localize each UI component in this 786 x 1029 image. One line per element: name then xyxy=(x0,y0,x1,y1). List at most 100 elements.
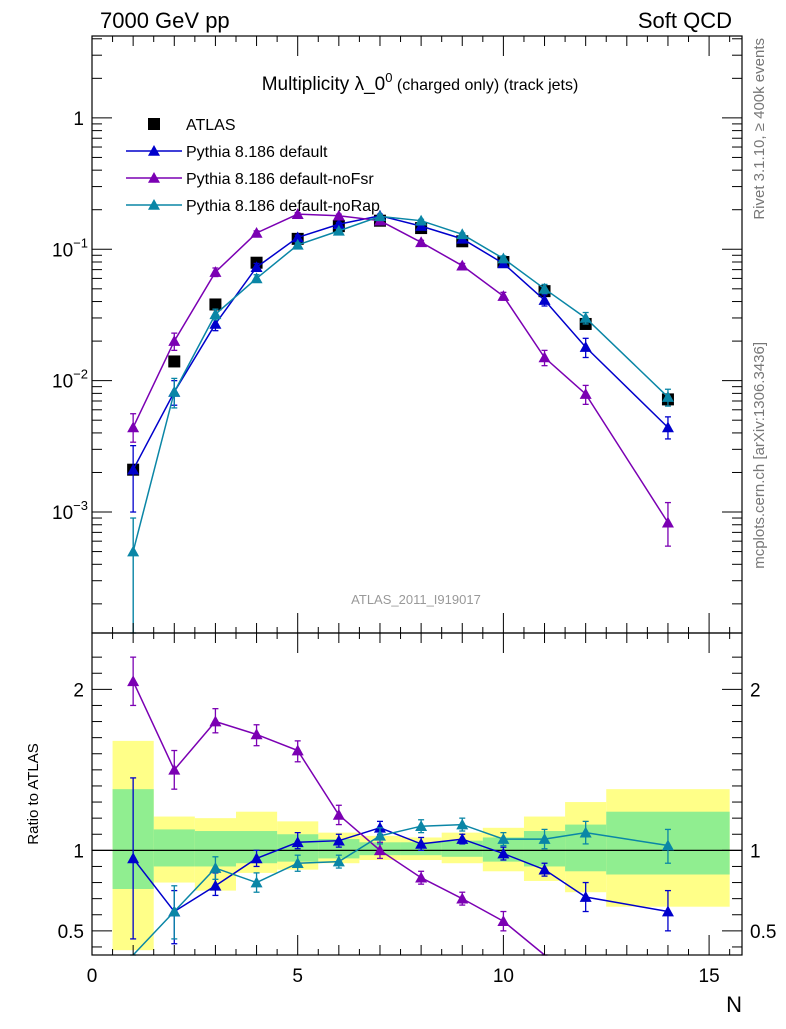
data-point-noFsr xyxy=(127,421,140,433)
ratio-point-noRap xyxy=(538,833,551,844)
x-tick-label: 10 xyxy=(493,966,514,987)
data-point-noRap xyxy=(209,308,222,320)
legend-marker-noRap xyxy=(148,199,160,210)
ratio-series-noFsr xyxy=(127,656,548,956)
data-point-noRap xyxy=(291,238,304,250)
main-y-tick-label: 1 xyxy=(73,109,84,130)
main-title-sup: 0 xyxy=(385,70,392,85)
data-point-default xyxy=(661,421,674,433)
ratio-point-default xyxy=(456,833,469,844)
ratio-point-noRap xyxy=(579,826,592,838)
ratio-point-default xyxy=(661,905,674,917)
data-point-noRap xyxy=(456,228,469,240)
data-point-noRap xyxy=(415,214,428,226)
ratio-inner-band xyxy=(441,840,483,857)
ratio-point-noRap xyxy=(415,820,428,831)
series-line-default xyxy=(132,214,669,471)
data-point-noFsr xyxy=(168,335,181,346)
ratio-point-default xyxy=(332,834,345,846)
ratio-y-tick-label-right: 1 xyxy=(750,841,761,862)
ratio-point-noFsr xyxy=(291,744,304,756)
ratio-y-tick-label: 2 xyxy=(73,680,84,701)
data-point-noFsr xyxy=(250,226,263,238)
ratio-point-default xyxy=(579,891,592,902)
data-point-noFsr xyxy=(497,290,510,301)
legend-item-noFsr: Pythia 8.186 default-noFsr xyxy=(126,171,374,188)
data-point-default xyxy=(579,341,592,352)
ratio-point-noRap xyxy=(168,905,181,917)
ratio-inner-band xyxy=(318,839,360,859)
data-point-atlas xyxy=(168,355,181,368)
legend-marker-data xyxy=(148,118,160,130)
ratio-y-tick-label-right: 2 xyxy=(750,680,761,701)
data-point-noFsr xyxy=(209,266,222,277)
data-point-default xyxy=(332,218,345,230)
ratio-point-noFsr xyxy=(497,915,510,926)
data-point-noFsr xyxy=(456,259,469,271)
x-axis-label: N xyxy=(726,992,742,1017)
main-series-layer xyxy=(127,208,674,634)
ratio-series-noRap xyxy=(130,817,674,956)
ratio-point-default xyxy=(497,847,510,859)
header-left: 7000 GeV pp xyxy=(100,8,230,33)
ratio-y-axis-label: Ratio to ATLAS xyxy=(25,743,42,844)
legend-item-default: Pythia 8.186 default xyxy=(126,144,328,161)
ratio-point-noRap xyxy=(456,818,469,830)
ratio-point-default xyxy=(291,836,304,848)
ratio-point-noFsr xyxy=(168,763,181,775)
ratio-point-noFsr xyxy=(250,728,263,740)
x-tick-label: 15 xyxy=(699,966,720,987)
ratio-frame xyxy=(91,632,743,956)
data-point-default xyxy=(250,261,263,273)
data-point-noFsr xyxy=(579,388,592,399)
ratio-point-default xyxy=(250,852,263,864)
x-tick-label: 0 xyxy=(87,966,98,987)
header-right: Soft QCD xyxy=(638,8,732,33)
ratio-inner-band xyxy=(153,829,195,867)
legend-marker-noFsr xyxy=(148,172,160,183)
data-point-noRap xyxy=(538,282,551,294)
main-y-tick-label: 10−1 xyxy=(52,235,88,261)
data-point-default xyxy=(415,220,428,231)
data-point-noRap xyxy=(661,391,674,402)
data-point-noRap xyxy=(373,210,386,222)
ratio-point-noFsr xyxy=(373,844,386,856)
main-series-data xyxy=(127,214,674,476)
data-point-default xyxy=(209,317,222,329)
legend-label-noFsr: Pythia 8.186 default-noFsr xyxy=(186,171,374,188)
legend-item-data: ATLAS xyxy=(148,117,236,134)
ratio-point-default xyxy=(538,863,551,875)
ratio-point-noFsr xyxy=(127,675,140,687)
ratio-point-noRap xyxy=(291,857,304,869)
legend-label-noRap: Pythia 8.186 default-noRap xyxy=(186,198,380,215)
ratio-y-tick-label: 0.5 xyxy=(58,922,84,943)
data-point-noFsr xyxy=(332,209,345,221)
ratio-point-noFsr xyxy=(332,808,345,820)
data-point-default xyxy=(291,231,304,243)
side-label-rivet: Rivet 3.1.10, ≥ 400k events xyxy=(751,38,768,220)
ratio-y-tick-label-right: 0.5 xyxy=(750,922,776,943)
series-line-noFsr xyxy=(132,213,669,524)
ratio-ticks: 2 2 1 1 0.5 0.5 0 5 10 15 xyxy=(58,633,776,987)
data-point-default xyxy=(538,294,551,305)
legend-label-default: Pythia 8.186 default xyxy=(186,144,328,161)
side-label-mcplots: mcplots.cern.ch [arXiv:1306.3436] xyxy=(751,342,768,569)
data-point-noFsr xyxy=(538,351,551,363)
data-point-atlas xyxy=(209,298,222,311)
ratio-point-noRap xyxy=(661,839,674,851)
ratio-point-default xyxy=(415,837,428,849)
analysis-watermark: ATLAS_2011_I919017 xyxy=(351,592,481,607)
ratio-y-tick-label: 1 xyxy=(73,841,84,862)
legend-item-noRap: Pythia 8.186 default-noRap xyxy=(126,198,380,215)
data-point-noFsr xyxy=(415,236,428,248)
legend-marker-default xyxy=(148,145,160,156)
main-ticks: 1 10−1 10−2 10−3 xyxy=(52,36,742,633)
ratio-point-noFsr xyxy=(209,715,222,727)
data-point-noRap xyxy=(250,272,263,284)
ratio-point-noFsr xyxy=(456,892,469,904)
data-point-noFsr xyxy=(291,208,304,219)
data-point-noRap xyxy=(168,385,181,397)
ratio-point-noRap xyxy=(250,876,263,888)
main-title: Multiplicity λ_00 (charged only) (track … xyxy=(262,70,579,95)
